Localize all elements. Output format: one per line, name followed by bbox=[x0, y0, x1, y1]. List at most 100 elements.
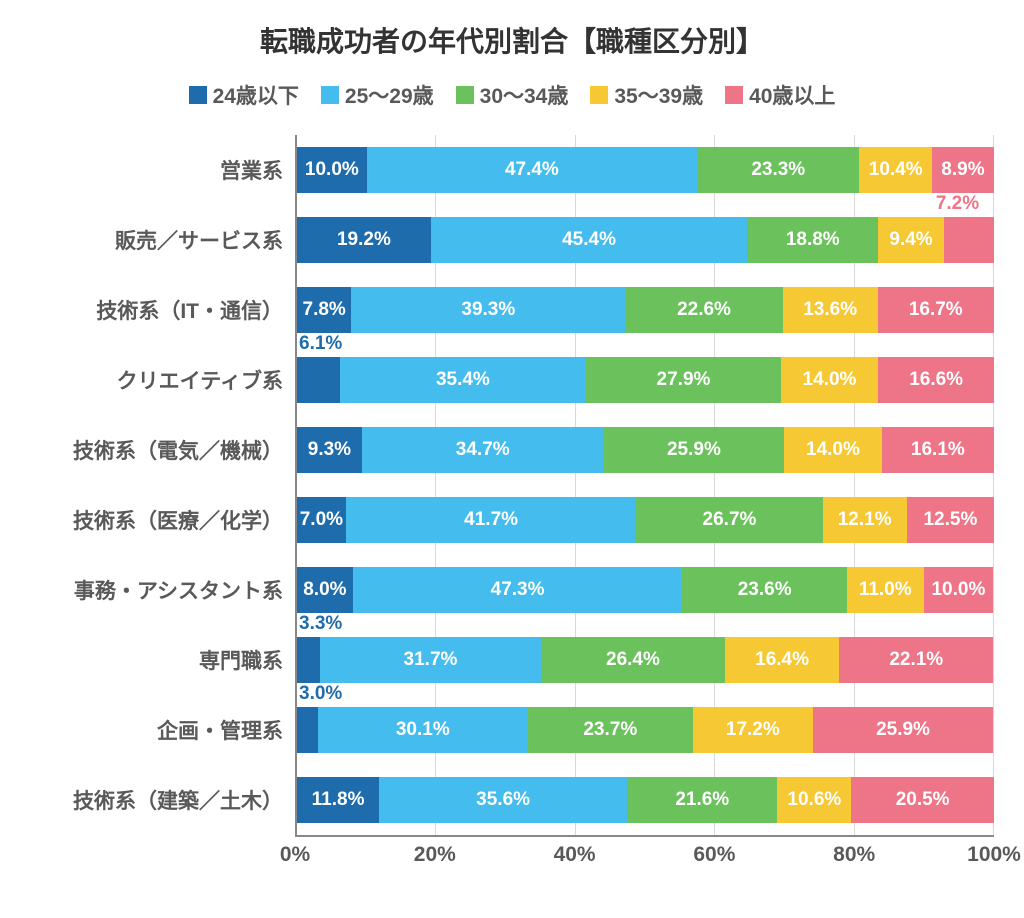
segment-value-label: 7.8% bbox=[303, 299, 346, 321]
bar-segment bbox=[297, 637, 320, 683]
stacked-bar: 10.0%47.4%23.3%10.4%8.9% bbox=[297, 147, 994, 193]
segment-value-label: 16.6% bbox=[909, 369, 963, 391]
segment-value-label: 39.3% bbox=[461, 299, 515, 321]
bar-segment: 16.6% bbox=[878, 357, 994, 403]
segment-value-label: 12.5% bbox=[923, 509, 977, 531]
segment-value-label: 17.2% bbox=[726, 719, 780, 741]
bar-segment: 18.8% bbox=[747, 217, 878, 263]
bar-segment: 23.3% bbox=[697, 147, 859, 193]
bar-segment: 11.0% bbox=[847, 567, 924, 613]
legend-swatch bbox=[590, 86, 608, 104]
category-label: 事務・アシスタント系 bbox=[30, 555, 295, 625]
bar-segment: 13.6% bbox=[783, 287, 878, 333]
legend-label: 40歳以上 bbox=[749, 80, 835, 110]
bar-segment: 14.0% bbox=[784, 427, 882, 473]
x-axis: 0%20%40%60%80%100% bbox=[295, 835, 994, 875]
bar-segment: 10.6% bbox=[777, 777, 851, 823]
legend-item: 40歳以上 bbox=[725, 80, 835, 110]
segment-value-label: 14.0% bbox=[803, 369, 857, 391]
bar-segment: 23.6% bbox=[682, 567, 846, 613]
bar-segment: 35.6% bbox=[379, 777, 627, 823]
segment-value-label: 14.0% bbox=[806, 439, 860, 461]
bar-segment: 8.0% bbox=[297, 567, 353, 613]
bar-segment: 26.7% bbox=[636, 497, 822, 543]
external-value-label: 3.0% bbox=[299, 683, 342, 705]
bar-segment: 35.4% bbox=[340, 357, 587, 403]
bar-segment: 26.4% bbox=[541, 637, 725, 683]
segment-value-label: 35.6% bbox=[476, 789, 530, 811]
bar-segment: 16.7% bbox=[878, 287, 994, 333]
external-value-label: 6.1% bbox=[299, 333, 342, 355]
stacked-bar: 9.3%34.7%25.9%14.0%16.1% bbox=[297, 427, 994, 473]
bar-row: 10.0%47.4%23.3%10.4%8.9% bbox=[297, 135, 994, 205]
legend-swatch bbox=[725, 86, 743, 104]
segment-value-label: 19.2% bbox=[337, 229, 391, 251]
segment-value-label: 25.9% bbox=[667, 439, 721, 461]
plot-area: 営業系販売／サービス系技術系（IT・通信）クリエイティブ系技術系（電気／機械）技… bbox=[30, 135, 994, 835]
segment-value-label: 7.0% bbox=[300, 509, 343, 531]
bar-segment: 14.0% bbox=[781, 357, 879, 403]
segment-value-label: 10.4% bbox=[869, 159, 923, 181]
segment-value-label: 45.4% bbox=[562, 229, 616, 251]
bar-segment: 16.4% bbox=[725, 637, 839, 683]
bar-segment: 7.0% bbox=[297, 497, 346, 543]
segment-value-label: 26.4% bbox=[606, 649, 660, 671]
legend-item: 25〜29歳 bbox=[321, 80, 434, 110]
segment-value-label: 31.7% bbox=[404, 649, 458, 671]
bar-segment: 7.8% bbox=[297, 287, 351, 333]
segment-value-label: 18.8% bbox=[786, 229, 840, 251]
bar-row: 35.4%27.9%14.0%16.6%6.1% bbox=[297, 345, 994, 415]
category-label: 販売／サービス系 bbox=[30, 205, 295, 275]
stacked-bar: 35.4%27.9%14.0%16.6% bbox=[297, 357, 994, 403]
chart-container: 転職成功者の年代別割合【職種区分別】 24歳以下 25〜29歳 30〜34歳 35〜3… bbox=[0, 0, 1024, 918]
bar-segment: 23.7% bbox=[528, 707, 693, 753]
x-tick-label: 40% bbox=[554, 843, 596, 867]
x-tick-label: 0% bbox=[280, 843, 310, 867]
bar-segment: 22.1% bbox=[839, 637, 993, 683]
category-label: クリエイティブ系 bbox=[30, 345, 295, 415]
segment-value-label: 23.7% bbox=[583, 719, 637, 741]
x-tick-label: 100% bbox=[967, 843, 1021, 867]
segment-value-label: 9.3% bbox=[308, 439, 351, 461]
bar-segment: 10.0% bbox=[924, 567, 994, 613]
category-label: 技術系（建築／土木） bbox=[30, 765, 295, 835]
segment-value-label: 34.7% bbox=[456, 439, 510, 461]
segment-value-label: 25.9% bbox=[876, 719, 930, 741]
category-label: 専門職系 bbox=[30, 625, 295, 695]
stacked-bar: 7.0%41.7%26.7%12.1%12.5% bbox=[297, 497, 994, 543]
bar-segment: 17.2% bbox=[693, 707, 813, 753]
category-label: 企画・管理系 bbox=[30, 695, 295, 765]
segment-value-label: 10.6% bbox=[787, 789, 841, 811]
segment-value-label: 16.7% bbox=[909, 299, 963, 321]
segment-value-label: 30.1% bbox=[396, 719, 450, 741]
segment-value-label: 11.0% bbox=[859, 579, 912, 601]
bar-segment: 21.6% bbox=[627, 777, 777, 823]
bar-segment: 47.3% bbox=[353, 567, 683, 613]
bar-row: 7.0%41.7%26.7%12.1%12.5% bbox=[297, 485, 994, 555]
stacked-bar: 30.1% 23.7% 17.2% 25.9% bbox=[297, 707, 994, 753]
stacked-bar: 31.7% 26.4% 16.4%22.1% bbox=[297, 637, 994, 683]
bar-segment: 10.0% bbox=[297, 147, 367, 193]
bar-segment bbox=[944, 217, 994, 263]
legend-label: 24歳以下 bbox=[213, 80, 299, 110]
bar-segment: 31.7% bbox=[320, 637, 541, 683]
category-label: 技術系（医療／化学） bbox=[30, 485, 295, 555]
segment-value-label: 26.7% bbox=[703, 509, 757, 531]
bar-segment: 8.9% bbox=[932, 147, 994, 193]
bar-row: 7.8%39.3%22.6%13.6%16.7% bbox=[297, 275, 994, 345]
segment-value-label: 23.6% bbox=[738, 579, 792, 601]
chart-title: 転職成功者の年代別割合【職種区分別】 bbox=[30, 20, 994, 60]
legend-label: 30〜34歳 bbox=[480, 80, 569, 110]
x-axis-ticks: 0%20%40%60%80%100% bbox=[295, 837, 994, 875]
bar-row: 31.7%26.4%16.4%22.1%3.3% bbox=[297, 625, 994, 695]
bar-segment: 25.9% bbox=[813, 707, 994, 753]
bar-row: 11.8% 35.6% 21.6% 10.6% 20.5% bbox=[297, 765, 994, 835]
segment-value-label: 20.5% bbox=[896, 789, 950, 811]
legend-item: 35〜39歳 bbox=[590, 80, 703, 110]
bar-segment: 11.8% bbox=[297, 777, 379, 823]
x-tick-label: 20% bbox=[414, 843, 456, 867]
bar-segment: 30.1% bbox=[318, 707, 528, 753]
bar-row: 30.1%23.7%17.2%25.9%3.0% bbox=[297, 695, 994, 765]
bar-segment: 39.3% bbox=[351, 287, 625, 333]
segment-value-label: 47.3% bbox=[491, 579, 545, 601]
